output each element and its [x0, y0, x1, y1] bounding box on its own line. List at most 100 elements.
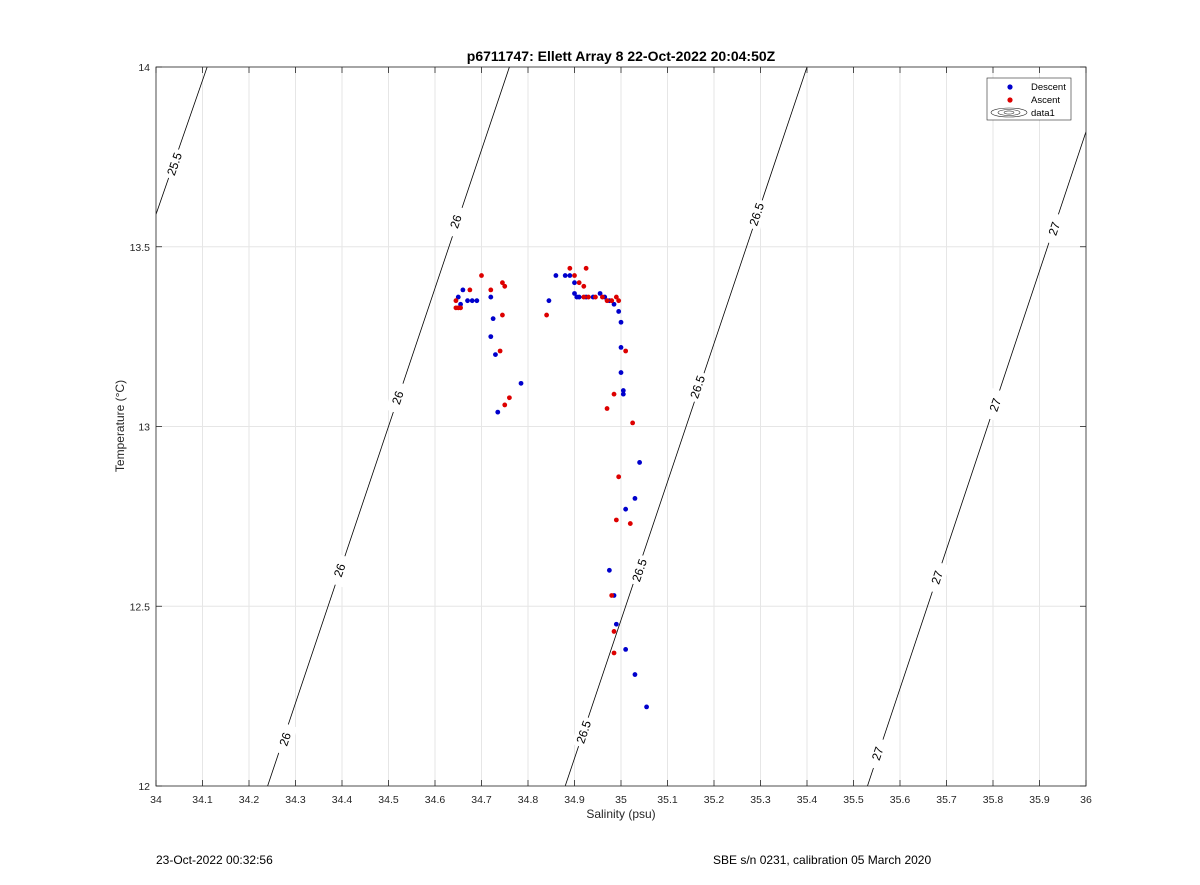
- descent-point: [474, 298, 480, 304]
- descent-point: [620, 391, 626, 397]
- ascent-point: [453, 298, 459, 304]
- descent-point: [623, 646, 629, 652]
- x-tick-label: 35.2: [704, 794, 725, 806]
- ascent-point: [581, 283, 587, 289]
- descent-point: [597, 291, 603, 296]
- ascent-point: [586, 294, 591, 300]
- descent-point: [567, 273, 573, 278]
- contour-label-background: [272, 722, 298, 757]
- x-tick-label: 35.5: [843, 794, 864, 806]
- x-tick-label: 35.6: [890, 794, 911, 806]
- ascent-point: [502, 283, 508, 289]
- ascent-point: [611, 650, 617, 656]
- legend-descent-label: Descent: [1031, 82, 1066, 93]
- y-tick-label: 13.5: [130, 242, 151, 254]
- legend-ascent-marker: [1007, 97, 1013, 103]
- ascent-point: [500, 280, 505, 286]
- x-tick-label: 34.3: [285, 794, 306, 806]
- contour-label: 27: [928, 569, 946, 586]
- descent-point: [455, 294, 461, 300]
- contour-label: 26: [277, 730, 295, 747]
- ascent-point: [627, 521, 633, 526]
- ascent-point: [623, 348, 629, 354]
- ascent-point: [500, 312, 505, 318]
- y-axis-label: Temperature (°C): [113, 380, 127, 472]
- descent-point: [611, 301, 617, 307]
- x-tick-label: 35.4: [797, 794, 818, 806]
- ascent-point: [609, 298, 615, 304]
- ascent-point: [613, 294, 619, 300]
- contour-label-background: [327, 553, 353, 588]
- descent-point: [632, 496, 638, 501]
- legend-descent-marker: [1007, 84, 1013, 90]
- density-contour-line: [156, 67, 208, 215]
- contour-label-background: [924, 560, 950, 595]
- ascent-point: [507, 395, 512, 401]
- x-tick-label: 35.7: [936, 794, 957, 806]
- x-tick-label: 34.4: [332, 794, 353, 806]
- ascent-point: [616, 474, 622, 480]
- x-tick-label: 35.1: [657, 794, 678, 806]
- descent-point: [493, 352, 498, 357]
- descent-point: [546, 298, 552, 304]
- ascent-point: [544, 312, 549, 318]
- descent-point: [460, 287, 466, 293]
- y-tick-label: 12: [138, 781, 150, 793]
- x-tick-label: 34.8: [518, 794, 539, 806]
- descent-point: [576, 294, 582, 300]
- x-tick-label: 34.5: [378, 794, 399, 806]
- footer-calibration: SBE s/n 0231, calibration 05 March 2020: [713, 853, 932, 867]
- legend-box: [986, 77, 1072, 121]
- chart-title: p6711747: Ellett Array 8 22-Oct-2022 20:…: [467, 48, 776, 64]
- ascent-point: [467, 287, 473, 293]
- descent-point: [618, 345, 624, 350]
- descent-point: [458, 301, 463, 307]
- contour-label-background: [1042, 212, 1067, 246]
- ascent-point: [581, 294, 587, 300]
- ascent-point: [604, 298, 610, 304]
- contour-label-background: [571, 715, 597, 749]
- descent-point: [618, 370, 624, 375]
- contour-label-background: [685, 370, 711, 404]
- contour-label-background: [865, 736, 891, 771]
- descent-point: [644, 704, 649, 710]
- ascent-point: [502, 402, 508, 408]
- descent-point: [488, 294, 494, 300]
- descent-point: [632, 672, 638, 677]
- ascent-point: [567, 265, 573, 271]
- ascent-point: [458, 305, 463, 311]
- x-axis-label: Salinity (psu): [586, 807, 655, 821]
- descent-point: [618, 319, 624, 325]
- contour-label: 27: [869, 745, 887, 762]
- descent-point: [572, 280, 577, 286]
- ascent-point: [576, 280, 582, 286]
- x-tick-label: 35.3: [750, 794, 771, 806]
- ascent-point: [572, 273, 577, 278]
- contour-label: 26: [389, 389, 407, 406]
- x-tick-label: 35.8: [983, 794, 1004, 806]
- contour-label-background: [162, 147, 188, 181]
- legend: Descent Ascent data1: [986, 77, 1072, 121]
- contour-label-background: [443, 204, 469, 239]
- descent-point: [572, 291, 577, 296]
- descent-point: [562, 273, 568, 278]
- descent-point: [469, 298, 475, 304]
- descent-point: [623, 506, 629, 512]
- ascent-point: [583, 265, 589, 271]
- y-tick-label: 12.5: [130, 601, 151, 613]
- legend-contour-icon: [990, 107, 1028, 118]
- footer-timestamp: 23-Oct-2022 00:32:56: [156, 853, 273, 867]
- ascent-point: [630, 420, 636, 426]
- contour-label-background: [744, 197, 770, 232]
- descent-point: [465, 298, 470, 304]
- ascent-point: [488, 287, 494, 293]
- ascent-point: [479, 273, 484, 278]
- descent-point: [613, 621, 619, 627]
- x-tick-label: 35.9: [1029, 794, 1050, 806]
- legend-ascent-label: Ascent: [1031, 95, 1060, 106]
- x-tick-label: 34.1: [192, 794, 213, 806]
- x-tick-label: 35: [615, 794, 627, 806]
- density-contour-line: [564, 67, 808, 786]
